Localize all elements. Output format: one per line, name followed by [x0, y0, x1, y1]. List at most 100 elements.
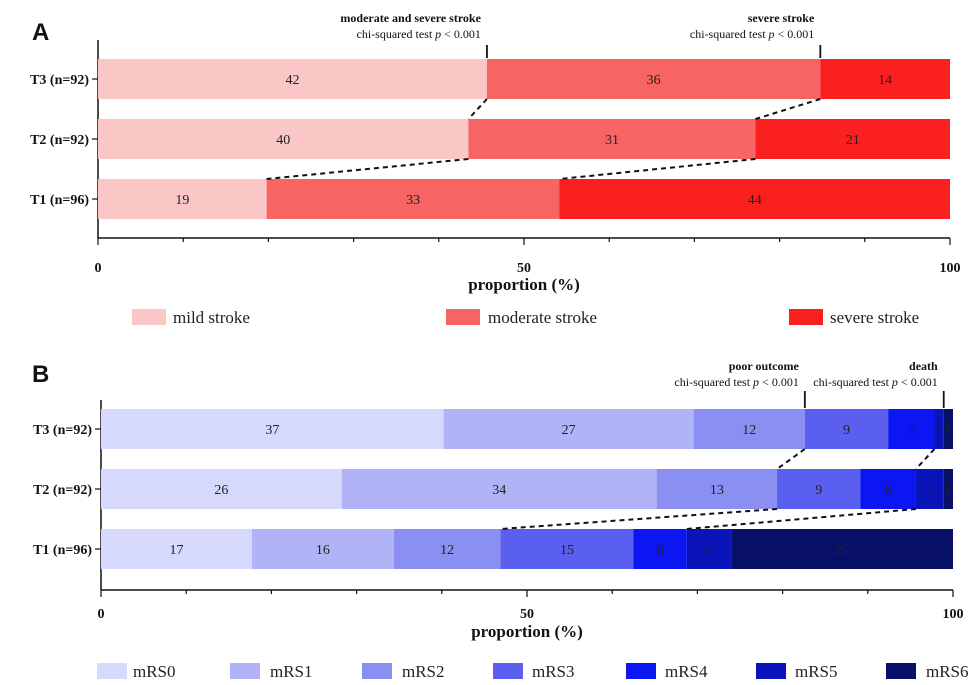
bar-segment: [266, 179, 560, 219]
bar-segment: [731, 529, 953, 569]
legend-swatch: [446, 309, 480, 325]
data-label: 5: [705, 543, 712, 558]
annotation-subtitle: chi-squared test p < 0.001: [690, 27, 814, 41]
bar-segment: [559, 179, 950, 219]
bar-segment: [251, 529, 394, 569]
data-label: 3: [926, 483, 933, 498]
legend-label: mRS4: [665, 662, 708, 681]
bar-segment: [860, 469, 916, 509]
annotation-subtitle: chi-squared test p < 0.001: [813, 375, 937, 389]
legend-label: mRS0: [133, 662, 176, 681]
bar-segment: [98, 179, 267, 219]
legend-swatch: [97, 663, 127, 679]
category-label: T1 (n=96): [30, 193, 89, 208]
data-label: 40: [276, 133, 290, 148]
bar-segment: [804, 409, 889, 449]
legend-swatch: [230, 663, 260, 679]
x-tick-label: 50: [520, 607, 534, 622]
x-tick-label: 0: [95, 261, 102, 276]
data-label: 27: [562, 423, 576, 438]
bar-segment: [98, 119, 469, 159]
data-label: 12: [742, 423, 756, 438]
data-label: 19: [175, 193, 189, 208]
annotation-title: poor outcome: [729, 359, 800, 373]
x-axis-label: proportion (%): [468, 275, 580, 294]
legend-swatch: [362, 663, 392, 679]
legend-label: mild stroke: [173, 308, 250, 327]
bar-segment: [943, 469, 953, 509]
x-axis-label: proportion (%): [471, 622, 583, 641]
data-label: 1: [945, 423, 952, 438]
x-tick-label: 50: [517, 261, 531, 276]
x-tick-label: 0: [98, 607, 105, 622]
bar-segment: [686, 529, 732, 569]
panel-label: A: [32, 19, 49, 46]
legend-label: mRS2: [402, 662, 445, 681]
bar-segment: [777, 469, 861, 509]
dashed-connector: [776, 448, 806, 470]
bar-segment: [500, 529, 634, 569]
data-label: 5: [908, 423, 915, 438]
annotation-title: death: [909, 359, 938, 373]
bar-segment: [693, 409, 805, 449]
bar-segment: [888, 409, 935, 449]
dashed-connector: [686, 508, 917, 530]
bar-segment: [101, 529, 252, 569]
legend-swatch: [756, 663, 786, 679]
data-label: 36: [647, 73, 661, 88]
dashed-connector: [467, 98, 488, 120]
data-label: 42: [285, 73, 299, 88]
bar-segment: [820, 59, 950, 99]
category-label: T3 (n=92): [33, 423, 92, 438]
legend-label: mRS6: [926, 662, 969, 681]
annotation-subtitle: chi-squared test p < 0.001: [674, 375, 798, 389]
x-tick-label: 100: [943, 607, 964, 622]
dashed-connector: [266, 158, 469, 180]
legend-swatch: [626, 663, 656, 679]
annotation-title: severe stroke: [748, 11, 815, 25]
data-label: 9: [843, 423, 850, 438]
data-label: 13: [710, 483, 724, 498]
legend-label: mRS5: [795, 662, 838, 681]
data-label: 21: [846, 133, 860, 148]
data-label: 1: [945, 483, 952, 498]
data-label: 6: [885, 483, 892, 498]
data-label: 1: [936, 423, 943, 438]
data-label: 33: [406, 193, 420, 208]
bar-segment: [443, 409, 694, 449]
legend-label: moderate stroke: [488, 308, 597, 327]
bar-segment: [633, 529, 687, 569]
legend-swatch: [886, 663, 916, 679]
legend-swatch: [132, 309, 166, 325]
data-label: 37: [265, 423, 279, 438]
bar-segment: [755, 119, 950, 159]
annotation-title: moderate and severe stroke: [340, 11, 481, 25]
panel-label: B: [32, 361, 49, 388]
legend-label: mRS1: [270, 662, 313, 681]
data-label: 17: [169, 543, 183, 558]
panel-a: A 0 50 100 proportion (%) T3 (n=92) 42 36 14 T2 (…: [30, 11, 960, 327]
bar-segment: [101, 469, 342, 509]
bar-segment: [341, 469, 657, 509]
bar-segment: [468, 119, 756, 159]
x-tick-label: 100: [940, 261, 961, 276]
data-label: 15: [560, 543, 574, 558]
legend-swatch: [789, 309, 823, 325]
bar-segment: [98, 59, 487, 99]
bar-segment: [934, 409, 944, 449]
legend-swatch: [493, 663, 523, 679]
category-label: T3 (n=92): [30, 73, 89, 88]
category-label: T2 (n=92): [30, 133, 89, 148]
data-label: 31: [605, 133, 619, 148]
dashed-connector: [559, 158, 756, 180]
data-label: 14: [878, 73, 892, 88]
dashed-connector: [500, 508, 778, 530]
category-label: T2 (n=92): [33, 483, 92, 498]
bar-segment: [393, 529, 501, 569]
data-label: 9: [815, 483, 822, 498]
data-label: 25: [835, 543, 849, 558]
bar-segment: [486, 59, 821, 99]
data-label: 44: [748, 193, 762, 208]
data-label: 6: [657, 543, 664, 558]
